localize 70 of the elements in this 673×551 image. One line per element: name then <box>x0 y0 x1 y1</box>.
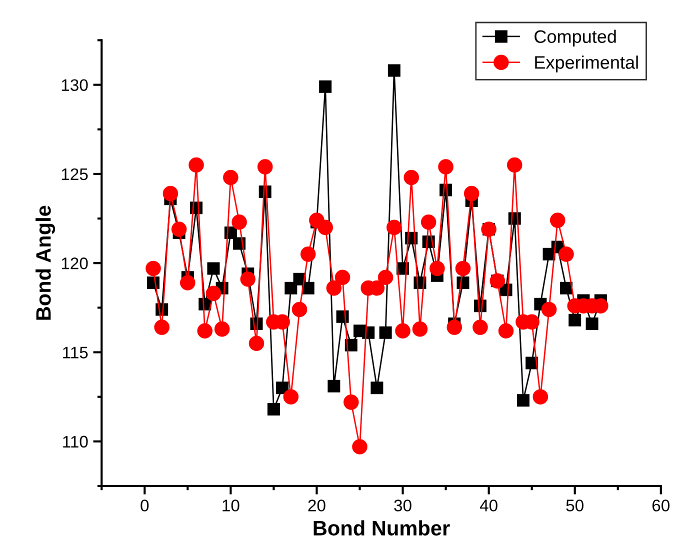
point <box>326 280 342 296</box>
y-tick-label: 115 <box>63 346 88 358</box>
y-tick-label: 130 <box>62 79 88 91</box>
x-tick-label: 10 <box>222 500 240 512</box>
point <box>472 320 488 335</box>
point <box>558 246 574 262</box>
y-tick-label: 120 <box>62 258 88 270</box>
y-tick-label: 110 <box>63 436 88 448</box>
point <box>206 286 222 302</box>
point <box>370 382 384 394</box>
x-tick-label: 60 <box>652 500 670 512</box>
point <box>257 159 273 174</box>
point <box>516 394 530 407</box>
point <box>300 246 316 262</box>
point <box>292 302 308 318</box>
point <box>455 260 471 276</box>
point <box>568 314 582 326</box>
point <box>267 403 280 416</box>
point <box>162 186 178 202</box>
x-tick-label: 50 <box>566 500 584 512</box>
point <box>240 272 256 287</box>
point <box>180 275 196 290</box>
point <box>560 282 572 294</box>
x-tick-label: 20 <box>308 500 326 512</box>
point <box>352 439 368 454</box>
point <box>404 170 420 186</box>
point <box>430 260 445 276</box>
point <box>276 382 289 394</box>
y-tick-label: 125 <box>62 168 88 180</box>
point <box>420 214 436 230</box>
point <box>541 302 557 318</box>
point <box>446 320 462 335</box>
point <box>550 212 566 228</box>
x-axis-title: Bond Number <box>314 520 450 536</box>
point <box>248 336 264 351</box>
y-axis-title: Bond Angle <box>36 206 56 320</box>
point <box>334 270 350 286</box>
point <box>586 317 598 330</box>
point <box>464 186 480 202</box>
point <box>223 170 238 186</box>
point <box>328 380 340 392</box>
x-tick-label: 30 <box>394 500 412 512</box>
x-tick-label: 40 <box>480 500 498 512</box>
point <box>171 222 187 237</box>
point <box>283 389 299 404</box>
point <box>214 321 230 337</box>
point <box>506 157 522 173</box>
point <box>532 389 548 404</box>
point <box>395 323 410 338</box>
point <box>154 320 170 335</box>
x-tick-label: 0 <box>140 500 149 512</box>
point <box>302 282 314 294</box>
point <box>378 270 394 286</box>
point <box>319 80 332 93</box>
point <box>388 64 400 77</box>
point <box>318 220 333 236</box>
legend-label: Experimental <box>535 56 638 72</box>
point <box>188 157 204 173</box>
point <box>498 323 514 338</box>
point <box>438 159 454 174</box>
point <box>379 326 392 339</box>
point <box>344 394 359 410</box>
point <box>412 321 428 337</box>
point <box>207 262 220 275</box>
point <box>197 323 213 338</box>
point <box>146 260 161 276</box>
legend-label: Computed <box>534 30 616 47</box>
point <box>284 282 298 294</box>
point <box>386 220 402 236</box>
point <box>232 214 247 230</box>
